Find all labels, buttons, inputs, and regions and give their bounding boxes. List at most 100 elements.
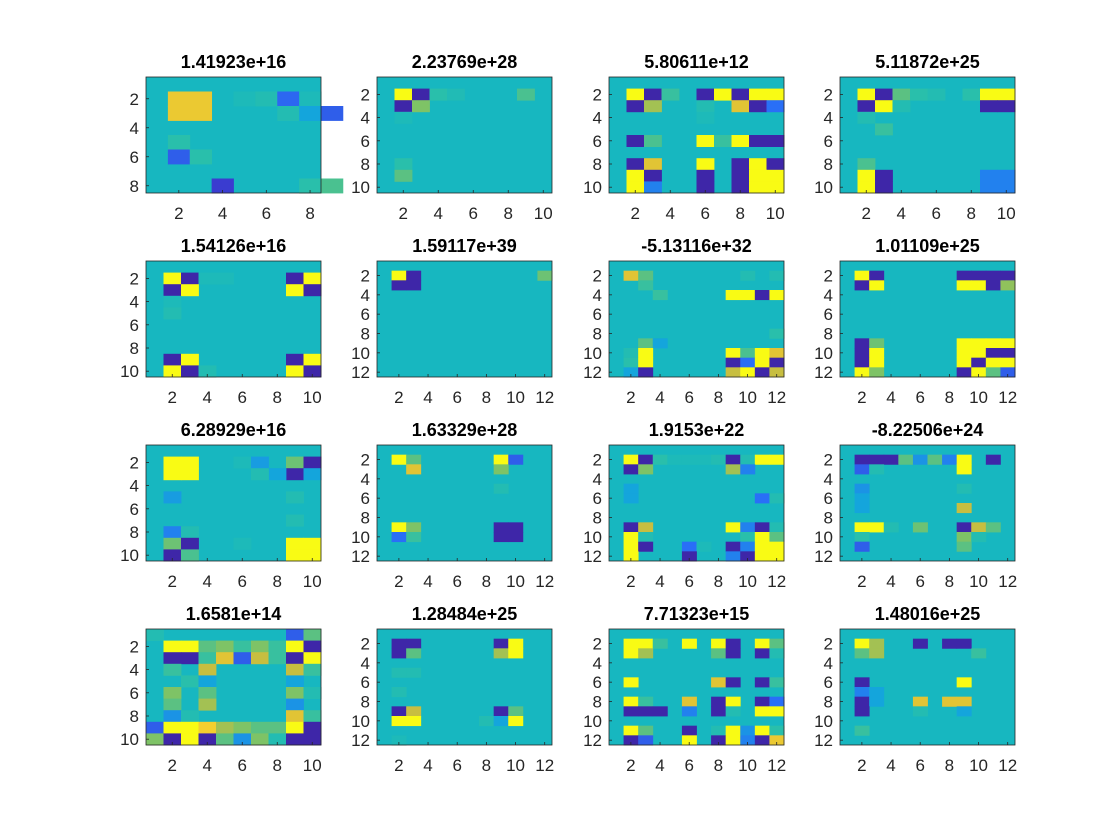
heatmap-cell xyxy=(286,710,304,723)
heatmap-cell xyxy=(146,629,164,641)
heatmap-cell xyxy=(997,100,1016,113)
heatmap-cell xyxy=(286,733,304,746)
x-tick-label: 6 xyxy=(452,388,461,407)
heatmap-cell xyxy=(754,367,770,378)
heatmap-cell xyxy=(696,111,715,124)
heatmap-cell xyxy=(286,456,304,469)
heatmap-cell xyxy=(233,733,252,746)
subplot-title: 7.71323e+15 xyxy=(644,604,750,624)
heatmap-cell xyxy=(869,367,885,378)
heatmap-cell xyxy=(740,464,756,475)
y-tick-label: 6 xyxy=(824,132,833,151)
heatmap-cell xyxy=(394,169,413,182)
x-tick-label: 4 xyxy=(655,756,664,775)
heatmap-cell xyxy=(869,687,885,698)
heatmap-cell xyxy=(447,88,465,101)
heatmap-cell xyxy=(898,454,914,465)
y-tick-label: 8 xyxy=(130,707,139,726)
x-tick-label: 10 xyxy=(969,388,988,407)
heatmap-cell xyxy=(985,357,1001,368)
heatmap-cell xyxy=(869,357,885,368)
heatmap-cell xyxy=(623,696,639,707)
axes-frame xyxy=(608,76,785,194)
heatmap-cell xyxy=(912,696,928,707)
heatmap-cell xyxy=(696,135,715,147)
heatmap-cell xyxy=(731,100,750,113)
heatmap-cell xyxy=(711,696,727,707)
heatmap-cell xyxy=(696,88,715,101)
x-tick-label: 10 xyxy=(506,572,525,591)
heatmap-cell xyxy=(696,158,715,171)
heatmap-cell xyxy=(286,663,304,676)
heatmap-cell xyxy=(711,735,727,746)
heatmap-cell xyxy=(725,725,741,736)
y-tick-label: 12 xyxy=(351,547,370,566)
y-tick-label: 10 xyxy=(814,344,833,363)
heatmap-cell xyxy=(623,483,639,494)
heatmap-cell xyxy=(286,721,304,734)
heatmap-cell xyxy=(754,638,770,649)
heatmap-cell xyxy=(725,348,741,359)
heatmap-cell xyxy=(303,640,322,653)
heatmap-cell xyxy=(163,353,182,366)
heatmap-cell xyxy=(956,357,972,368)
heatmap-cell xyxy=(394,111,413,124)
heatmap-cell xyxy=(508,716,524,727)
x-tick-label: 10 xyxy=(534,204,553,223)
heatmap-cell xyxy=(493,483,509,494)
heatmap-cell xyxy=(638,648,654,659)
heatmap-cell xyxy=(508,454,524,465)
heatmap-cell xyxy=(1000,280,1016,291)
heatmap-cell xyxy=(854,270,870,281)
heatmap-cell xyxy=(216,640,234,653)
x-tick-label: 8 xyxy=(273,756,282,775)
heatmap-cell xyxy=(163,687,182,699)
heatmap-cell xyxy=(749,158,767,171)
heatmap-cell xyxy=(980,181,998,194)
y-tick-label: 2 xyxy=(361,267,370,286)
y-tick-label: 6 xyxy=(593,489,602,508)
heatmap-cell xyxy=(216,272,234,285)
heatmap-cell xyxy=(299,106,322,121)
heatmap-cell xyxy=(714,135,732,147)
y-tick-label: 4 xyxy=(361,654,370,673)
x-tick-label: 4 xyxy=(434,204,443,223)
heatmap-cell xyxy=(766,100,785,113)
heatmap-cell xyxy=(251,733,269,746)
heatmap-cell xyxy=(731,181,750,194)
heatmap-cell xyxy=(181,549,199,562)
x-tick-label: 2 xyxy=(626,756,635,775)
axes-frame xyxy=(608,260,785,378)
heatmap-cell xyxy=(883,454,899,465)
heatmap-cell xyxy=(198,640,217,653)
heatmap-cell xyxy=(167,149,191,165)
heatmap-cell xyxy=(956,367,972,378)
heatmap-cell xyxy=(189,106,213,121)
axes-frame xyxy=(145,76,322,194)
y-tick-label: 6 xyxy=(593,305,602,324)
y-tick-label: 4 xyxy=(824,109,833,128)
y-tick-label: 2 xyxy=(824,85,833,104)
heatmap-cell xyxy=(163,652,182,665)
x-tick-label: 2 xyxy=(394,388,403,407)
heatmap-cell xyxy=(854,367,870,378)
heatmap-cell xyxy=(644,88,662,101)
y-tick-label: 6 xyxy=(361,489,370,508)
heatmap-cell xyxy=(681,551,697,562)
x-tick-label: 12 xyxy=(767,388,786,407)
subplot-13: 2 2 4 4 6 6 8 8 10 10 1.6581e+14 xyxy=(120,604,322,775)
heatmap-cell xyxy=(725,541,741,552)
x-tick-label: 10 xyxy=(303,756,322,775)
heatmap-cell xyxy=(980,169,998,182)
x-tick-label: 6 xyxy=(915,388,924,407)
heatmap-cell xyxy=(181,526,199,539)
heatmap-cell xyxy=(303,365,322,378)
y-tick-label: 8 xyxy=(824,693,833,712)
heatmap-cell xyxy=(146,721,164,734)
heatmap-cell xyxy=(754,454,770,465)
heatmap-cell xyxy=(769,532,785,543)
y-tick-label: 4 xyxy=(361,109,370,128)
heatmap-cell xyxy=(321,106,344,121)
heatmap-cell xyxy=(854,638,870,649)
